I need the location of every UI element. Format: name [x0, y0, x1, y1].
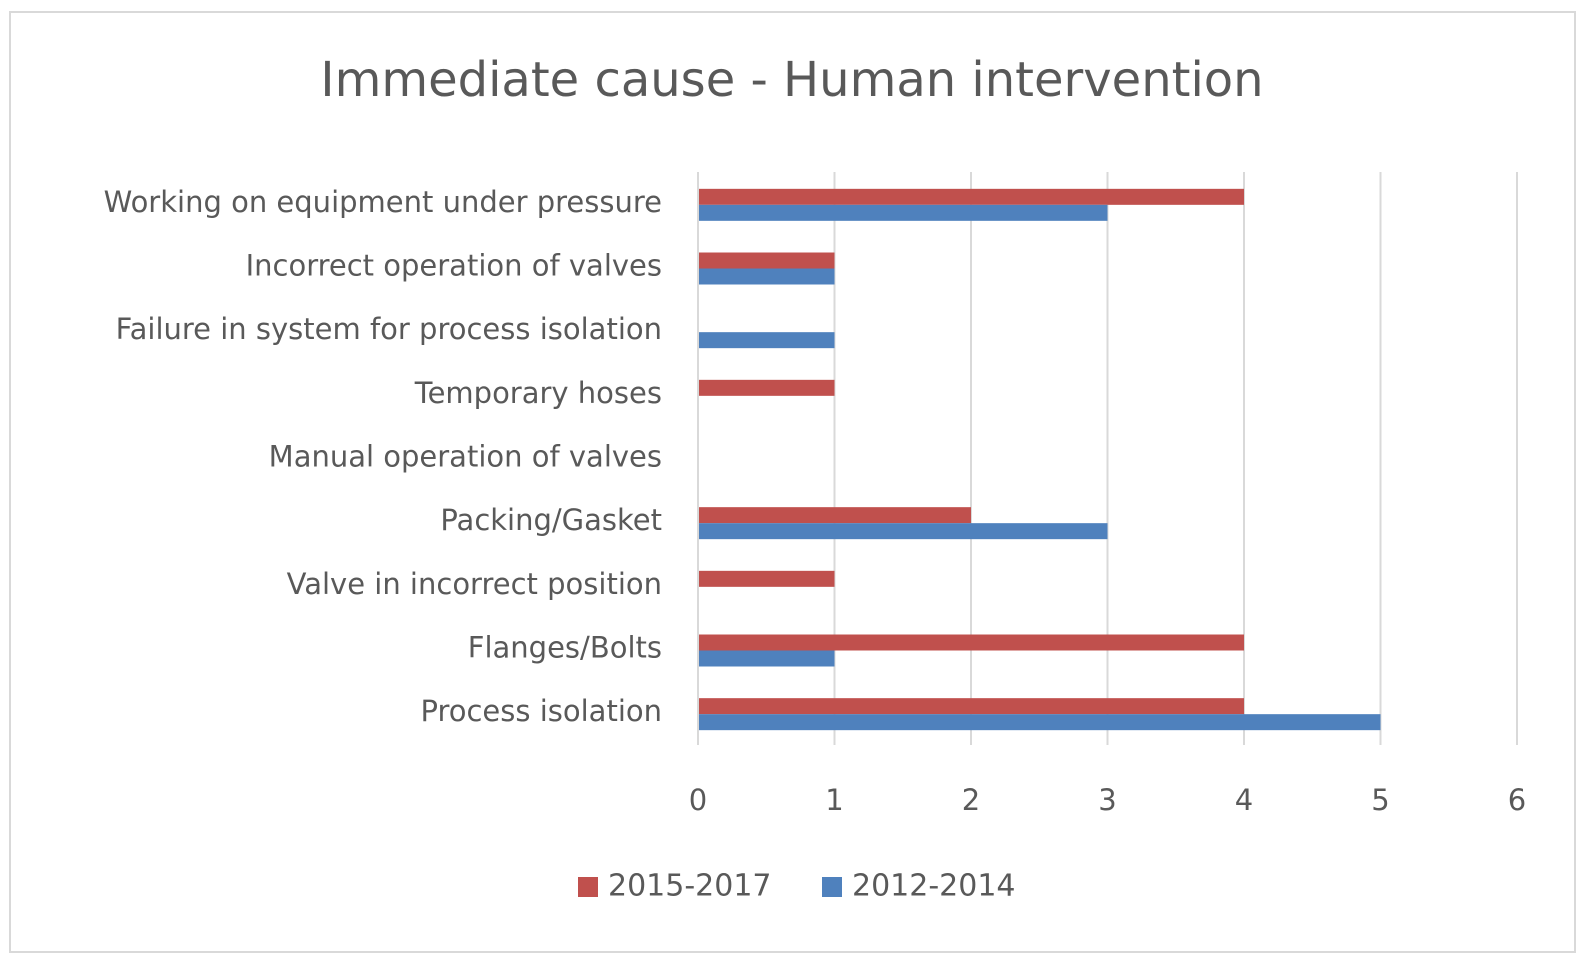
legend-swatch: [822, 877, 842, 897]
x-tick-label: 2: [962, 783, 980, 817]
bar: [698, 650, 835, 667]
legend-label: 2012-2014: [852, 869, 1016, 904]
bar: [698, 268, 835, 285]
bar: [698, 570, 835, 587]
x-tick-label: 6: [1508, 783, 1526, 817]
y-tick-label: Flanges/Bolts: [468, 631, 662, 665]
bar: [698, 523, 1108, 540]
y-tick-label: Packing/Gasket: [440, 503, 662, 537]
x-tick-label: 5: [1371, 783, 1389, 817]
bar: [698, 188, 1244, 205]
bar: [698, 714, 1381, 731]
x-tick-label: 3: [1098, 783, 1116, 817]
x-tick-label: 4: [1235, 783, 1253, 817]
y-tick-label: Manual operation of valves: [269, 440, 662, 474]
y-tick-label: Process isolation: [420, 694, 662, 728]
legend-swatch: [578, 877, 598, 897]
x-tick-label: 1: [825, 783, 843, 817]
chart-title: Immediate cause - Human intervention: [320, 52, 1263, 108]
bar: [698, 252, 835, 269]
chart-area: [9, 11, 1576, 953]
y-tick-label: Working on equipment under pressure: [104, 185, 662, 219]
bar: [698, 634, 1244, 651]
x-tick-label: 0: [689, 783, 707, 817]
legend-label: 2015-2017: [608, 869, 772, 904]
y-tick-label: Temporary hoses: [414, 376, 662, 410]
bar: [698, 332, 835, 349]
bar: [698, 698, 1244, 715]
y-tick-label: Incorrect operation of valves: [246, 249, 662, 283]
y-tick-label: Valve in incorrect position: [287, 567, 662, 601]
bar: [698, 507, 971, 524]
bar: [698, 379, 835, 396]
y-tick-label: Failure in system for process isolation: [116, 312, 662, 346]
bar: [698, 204, 1108, 221]
